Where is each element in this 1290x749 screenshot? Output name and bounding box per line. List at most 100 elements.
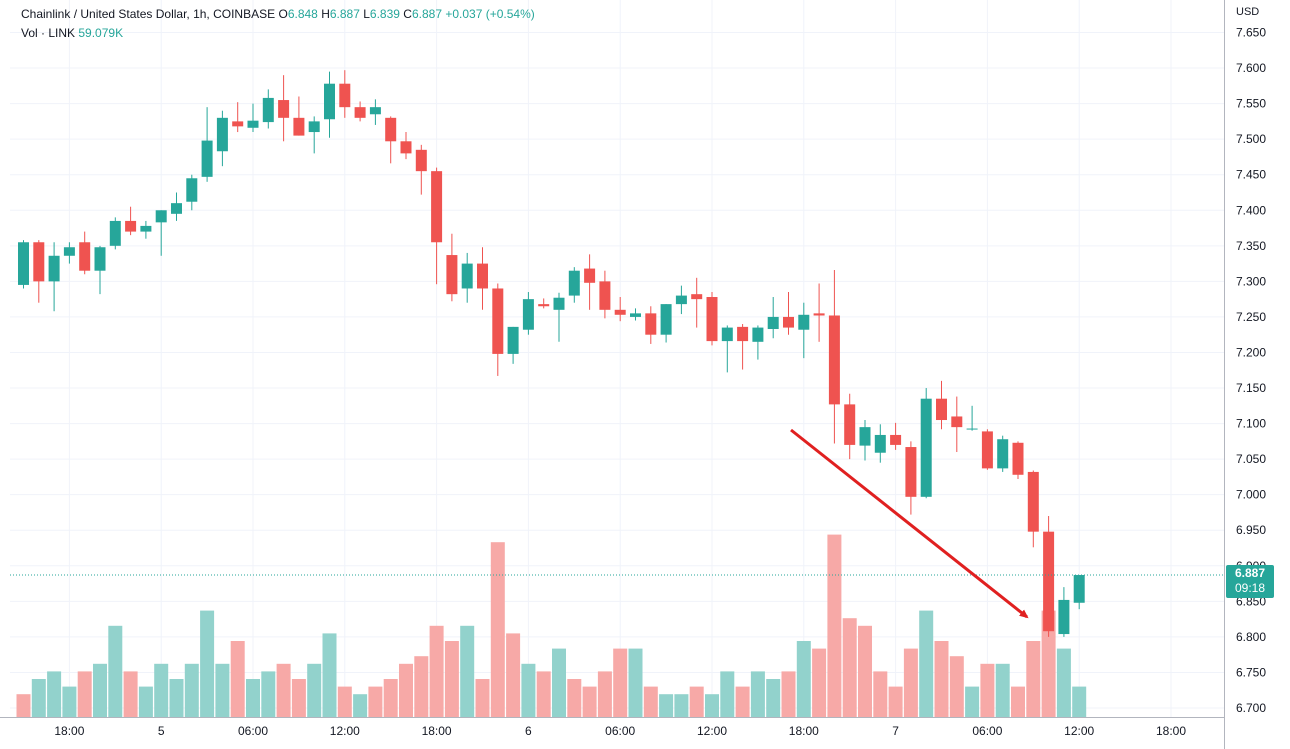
y-tick-label: 7.400 (1236, 203, 1266, 217)
candle-body (278, 100, 290, 118)
candle (691, 277, 703, 328)
candle (1012, 441, 1024, 480)
candle (721, 325, 733, 373)
volume-bar (307, 663, 322, 717)
candle (706, 292, 718, 346)
volume-bar (108, 625, 123, 717)
x-tick-label: 18:00 (54, 724, 84, 738)
volume-bar (154, 663, 169, 717)
candle-body (522, 299, 534, 330)
volume-bars (16, 534, 1087, 717)
volume-bar (659, 694, 674, 717)
candle (94, 245, 106, 295)
candle (767, 297, 779, 339)
y-tick-label: 7.050 (1236, 452, 1266, 466)
candle-body (109, 220, 121, 246)
candle (431, 167, 443, 285)
candle-body (477, 263, 488, 289)
candle-body (599, 281, 611, 310)
candle-body (553, 297, 565, 310)
last-price-tag: 6.887 09:18 (1226, 565, 1274, 598)
candle (186, 174, 198, 211)
candle-body (737, 326, 749, 342)
y-tick-label: 7.550 (1236, 97, 1266, 111)
y-tick-label: 7.250 (1236, 310, 1266, 324)
candle-body (125, 220, 137, 232)
candle-body (354, 107, 366, 118)
volume-bar (215, 663, 230, 717)
volume-bar (169, 679, 184, 717)
candle-body (186, 178, 198, 202)
x-tick-label: 06:00 (605, 724, 635, 738)
volume-bar (735, 686, 750, 717)
candle (446, 233, 458, 302)
candle-body (844, 404, 856, 445)
candle-body (247, 120, 259, 128)
volume-bar (766, 679, 781, 717)
y-tick-label: 7.150 (1236, 381, 1266, 395)
last-price-value: 6.887 (1234, 566, 1266, 580)
candle (79, 231, 91, 275)
candle-body (828, 315, 840, 405)
candle-body (951, 416, 963, 428)
candle-body (798, 314, 810, 330)
candle-body (1073, 575, 1085, 603)
candle-body (660, 304, 672, 335)
candle-body (155, 210, 167, 223)
candle (140, 220, 152, 239)
candle-body (1043, 531, 1055, 632)
candle (400, 132, 412, 160)
candle (614, 297, 626, 322)
candle (798, 302, 810, 359)
candle-body (936, 398, 947, 421)
candle (1073, 575, 1085, 610)
y-tick-label: 7.450 (1236, 168, 1266, 182)
x-tick-label: 12:00 (330, 724, 360, 738)
volume-bar (796, 641, 811, 717)
volume-bar (781, 671, 796, 717)
candle-body (890, 434, 902, 445)
volume-bar (842, 618, 857, 717)
y-tick-label: 7.600 (1236, 61, 1266, 75)
volume-bar (521, 663, 536, 717)
candle (262, 89, 274, 129)
volume-bar (674, 694, 689, 717)
candle-body (691, 294, 703, 300)
candle-body (385, 117, 397, 142)
volume-bar (750, 671, 765, 717)
candle-body (308, 121, 320, 133)
symbol-title: Chainlink / United States Dollar, 1h, CO… (21, 7, 276, 21)
ohlc-legend: Chainlink / United States Dollar, 1h, CO… (21, 7, 535, 21)
candle (278, 75, 290, 142)
candle-body (63, 247, 75, 256)
candle-body (171, 203, 182, 214)
volume-bar (1072, 686, 1087, 717)
volume-bar (138, 686, 153, 717)
candle (675, 285, 687, 315)
candle (951, 396, 963, 453)
low-label: L (363, 7, 370, 21)
candle (308, 116, 320, 154)
volume-bar (62, 686, 77, 717)
open-value: 6.848 (287, 7, 318, 21)
volume-bar (705, 694, 719, 717)
y-tick-label: 7.500 (1236, 132, 1266, 146)
candle (584, 254, 596, 310)
volume-bar (903, 648, 918, 717)
y-tick-label: 6.750 (1236, 665, 1266, 679)
y-tick-label: 7.100 (1236, 417, 1266, 431)
volume-bar (919, 610, 934, 717)
high-value: 6.887 (329, 7, 360, 21)
candle (997, 435, 1009, 472)
candle (125, 206, 137, 236)
candle-body (1058, 599, 1070, 635)
candle (522, 292, 534, 335)
volume-bar (1026, 641, 1041, 717)
candle (477, 247, 488, 310)
volume-bar (567, 679, 582, 717)
candle (109, 217, 121, 250)
candle (385, 116, 397, 164)
x-tick-label: 18:00 (789, 724, 819, 738)
